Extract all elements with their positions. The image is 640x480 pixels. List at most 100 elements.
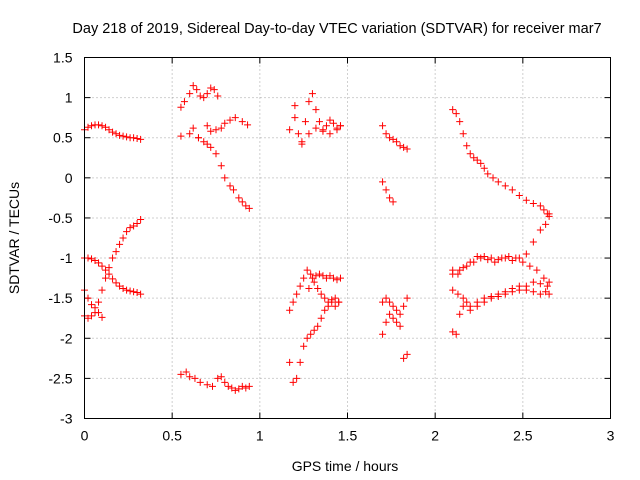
data-point — [119, 132, 127, 140]
data-point — [98, 262, 106, 270]
data-point — [459, 294, 467, 302]
series-track-b-top — [177, 82, 222, 111]
data-point — [88, 122, 96, 130]
data-point — [529, 238, 537, 246]
data-point — [177, 132, 185, 140]
data-point — [238, 382, 246, 390]
data-point — [463, 298, 471, 306]
x-tick-label: 3 — [607, 428, 615, 444]
data-point — [291, 114, 299, 122]
data-point — [91, 304, 99, 312]
data-point — [301, 118, 309, 126]
data-point — [335, 298, 343, 306]
series-track-d-lower — [379, 294, 411, 318]
data-point — [203, 140, 211, 148]
data-point — [293, 290, 301, 298]
y-tick-label: -1 — [60, 250, 73, 266]
data-point — [310, 278, 318, 286]
data-point — [529, 200, 537, 208]
data-point — [487, 254, 495, 262]
data-point — [389, 314, 397, 322]
data-point — [470, 154, 478, 162]
data-point — [102, 274, 110, 282]
data-point — [189, 82, 197, 90]
data-point — [543, 282, 551, 290]
data-point — [95, 259, 103, 267]
y-tick-labels: 1.5 1 0.5 0 -0.5 -1 -1.5 -2 -2.5 -3 — [48, 50, 72, 427]
y-tick-label: -1.5 — [48, 290, 72, 306]
data-point — [84, 123, 92, 131]
y-tick-label: 0 — [65, 170, 73, 186]
data-point — [312, 124, 320, 132]
data-point — [245, 382, 253, 390]
data-point — [137, 290, 145, 298]
y-tick-label: -3 — [60, 411, 73, 427]
data-point — [477, 254, 485, 262]
data-point — [396, 142, 404, 150]
data-point — [473, 156, 481, 164]
data-point — [393, 138, 401, 146]
data-point — [459, 264, 467, 272]
y-tick-label: 1.5 — [53, 50, 73, 66]
data-point — [88, 301, 96, 309]
data-point — [322, 122, 330, 130]
data-point — [310, 326, 318, 334]
series-track-e-mid-2 — [449, 252, 553, 286]
data-point — [529, 288, 537, 296]
data-point — [314, 285, 322, 293]
data-point — [545, 210, 553, 218]
data-point — [231, 386, 239, 394]
data-point — [186, 373, 194, 381]
series-track-b-decline — [189, 124, 253, 212]
data-point — [379, 178, 387, 186]
data-point — [217, 373, 225, 381]
data-point — [317, 314, 325, 322]
data-point — [116, 240, 124, 248]
data-points — [81, 82, 553, 394]
x-tick-label: 0.5 — [162, 428, 182, 444]
plot-frame — [84, 57, 611, 419]
data-point — [312, 106, 320, 114]
data-point — [191, 374, 199, 382]
data-point — [308, 90, 316, 98]
data-point — [545, 290, 553, 298]
data-point — [400, 354, 408, 362]
data-point — [98, 286, 106, 294]
data-point — [522, 250, 530, 258]
data-point — [177, 370, 185, 378]
data-point — [324, 302, 332, 310]
data-point — [329, 119, 337, 127]
data-point — [331, 294, 339, 302]
data-point — [200, 138, 208, 146]
data-point — [105, 264, 113, 272]
data-point — [466, 306, 474, 314]
data-point — [95, 298, 103, 306]
data-point — [137, 135, 145, 143]
data-point — [105, 270, 113, 278]
data-point — [321, 294, 329, 302]
data-point — [449, 270, 457, 278]
data-point — [382, 294, 390, 302]
data-point — [238, 118, 246, 126]
data-point — [452, 110, 460, 118]
data-point — [456, 310, 464, 318]
y-tick-label: 1 — [65, 90, 73, 106]
data-point — [508, 186, 516, 194]
data-point — [84, 254, 92, 262]
data-point — [315, 118, 323, 126]
data-point — [529, 278, 537, 286]
data-point — [522, 282, 530, 290]
data-point — [307, 270, 315, 278]
data-point — [498, 254, 506, 262]
data-point — [300, 342, 308, 350]
data-point — [473, 252, 481, 260]
data-point — [177, 103, 185, 111]
series-track-c-upper — [286, 90, 344, 146]
data-point — [321, 306, 329, 314]
data-point — [540, 206, 548, 214]
data-point — [119, 234, 127, 242]
data-point — [326, 130, 334, 138]
data-point — [194, 134, 202, 142]
series-track-a-rising — [81, 216, 145, 322]
